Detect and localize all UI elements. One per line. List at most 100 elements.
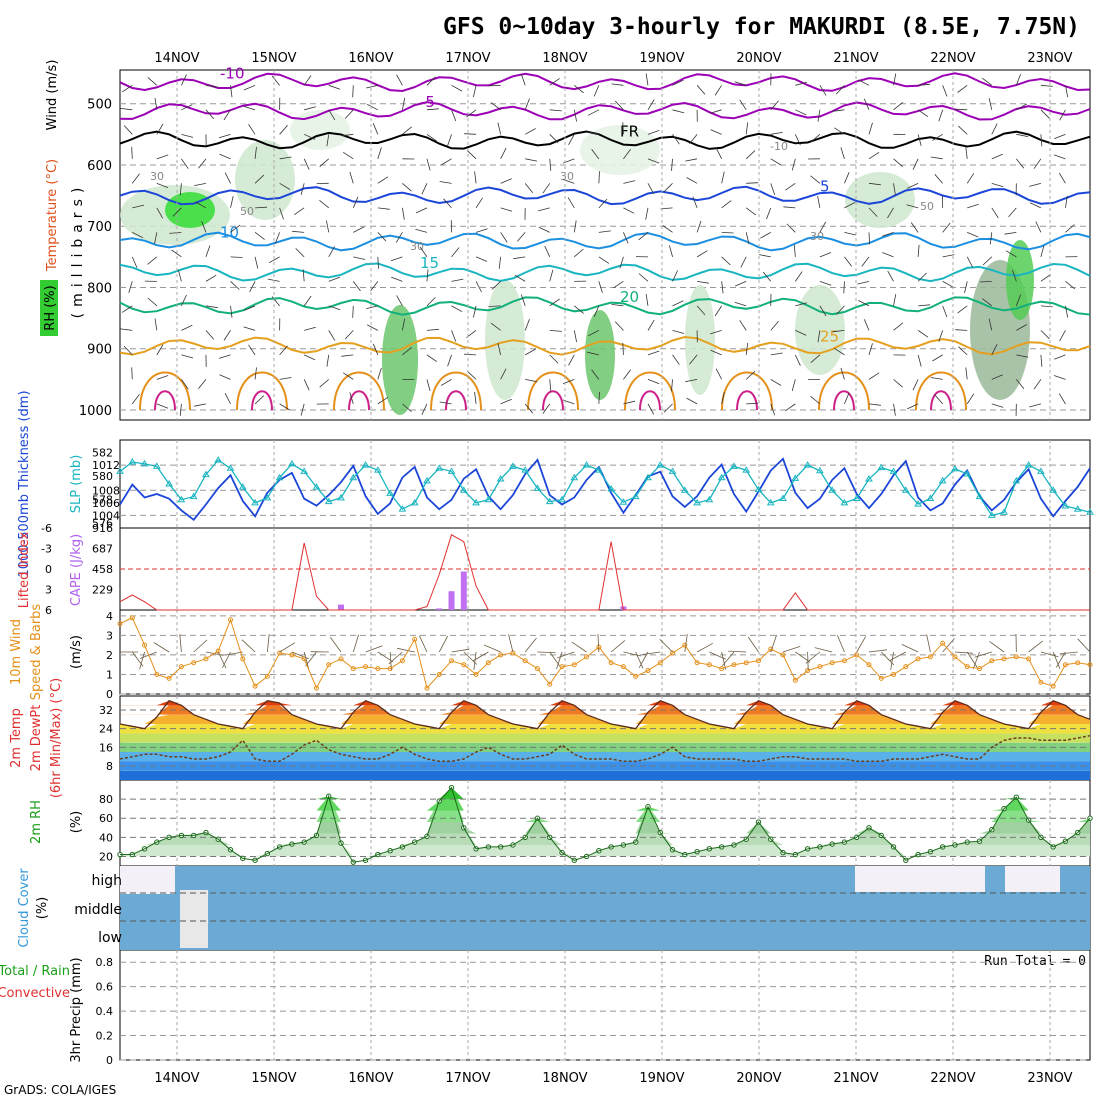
wind-barb xyxy=(863,98,870,110)
wind-barb xyxy=(300,183,305,196)
precip-tick: 0.6 xyxy=(96,981,114,994)
wind-units-label: (m/s) xyxy=(69,635,84,669)
wind-barb xyxy=(328,84,341,90)
wind-barb xyxy=(573,330,577,343)
wind-barb-10m xyxy=(901,644,919,653)
wind-barb-10m xyxy=(1077,638,1091,653)
dewpoint-line xyxy=(119,734,1091,763)
slp-marker xyxy=(570,473,579,481)
wind-barb xyxy=(917,244,920,257)
wind-barb xyxy=(593,305,600,318)
wind-speed-point xyxy=(940,640,946,646)
wind-barb xyxy=(795,329,807,336)
wind-barb xyxy=(464,133,477,135)
wind-barb xyxy=(303,158,310,170)
wind-barb-10m xyxy=(279,642,296,653)
wind-barb xyxy=(721,171,725,184)
wind-speed-point xyxy=(117,621,123,627)
wind-barb xyxy=(1029,202,1042,209)
wind-barb xyxy=(328,246,335,258)
li-tick: 0 xyxy=(45,563,52,576)
wind-speed-point xyxy=(891,671,897,677)
wind-barb xyxy=(421,403,428,415)
wind-barb xyxy=(295,248,305,258)
wind-barb xyxy=(672,270,678,282)
wind-barb-10m xyxy=(814,647,833,653)
hot-contour xyxy=(639,390,661,411)
isotherm-label: -10 xyxy=(220,64,245,82)
rh-tick: 20 xyxy=(99,850,113,863)
wind-barb-10m xyxy=(890,651,894,670)
wind-barb xyxy=(488,305,501,307)
cloud-cover-label: Cloud Cover xyxy=(17,868,32,948)
wind-barb-10m xyxy=(926,634,931,653)
wind-barb-10m xyxy=(153,642,170,653)
wind-barb xyxy=(514,274,526,282)
slp-marker xyxy=(533,484,542,491)
slp-marker xyxy=(963,469,972,477)
wind-barb xyxy=(396,74,403,86)
slp-marker xyxy=(607,485,616,492)
precip-axis-label: 3hr Precip (mm) xyxy=(69,957,84,1062)
wind-barb xyxy=(179,183,182,196)
wind-barb xyxy=(292,230,305,233)
wind-barb xyxy=(353,226,365,233)
wind-barb xyxy=(958,346,968,356)
pressure-tick: 700 xyxy=(87,220,112,235)
bottom-date-label: 15NOV xyxy=(251,1071,296,1086)
cape-tick: 687 xyxy=(92,543,113,556)
wind-barb xyxy=(402,207,405,220)
wind-barb xyxy=(402,183,412,192)
slp-marker xyxy=(828,486,837,493)
wind-barb xyxy=(762,271,772,282)
wind-barb-10m xyxy=(473,651,477,670)
wind-barb xyxy=(573,220,577,233)
wind-barb xyxy=(817,109,821,122)
wind-barb xyxy=(721,231,734,234)
wind-barb xyxy=(958,125,968,135)
wind-barb xyxy=(622,342,624,355)
precip-tick: 0.8 xyxy=(96,956,114,969)
slp-marker xyxy=(238,483,247,490)
wind-barb xyxy=(857,280,870,285)
temp-tick: 16 xyxy=(99,741,113,754)
slp-marker xyxy=(742,466,751,473)
wind-axis-label: Wind (m/s) xyxy=(45,60,60,131)
wind-barb xyxy=(544,245,551,258)
wind-barb xyxy=(844,256,853,267)
wind-barb xyxy=(868,372,880,380)
wind-barb-10m xyxy=(748,636,759,653)
wind-barb xyxy=(794,354,801,366)
wind-barb xyxy=(786,223,796,233)
isotherm-label: 5 xyxy=(820,178,830,196)
thickness-axis-label: 1000-500mb Thickness (dm) xyxy=(17,390,32,577)
wind-barb xyxy=(475,256,488,262)
top-date-label: 21NOV xyxy=(833,51,878,66)
wind-barb xyxy=(721,281,724,294)
wind-barb xyxy=(593,85,600,97)
wind-speed-point xyxy=(903,664,909,670)
wind-barb xyxy=(319,199,329,209)
wind-barb-10m xyxy=(389,651,392,671)
wind-speed-point xyxy=(719,666,725,672)
cloud-clear-high xyxy=(1005,866,1060,892)
top-date-label: 19NOV xyxy=(639,51,684,66)
slp-marker xyxy=(680,486,689,493)
slp-marker xyxy=(226,464,235,471)
wind-barb xyxy=(500,147,507,160)
wind-speed-point xyxy=(817,664,823,670)
lifted-index-line xyxy=(119,534,1090,611)
wind-barb xyxy=(574,248,584,258)
wind-barb xyxy=(326,134,330,147)
wind-barb xyxy=(982,256,993,266)
wind-barb xyxy=(525,158,538,162)
rh-shading xyxy=(585,310,615,400)
wind-speed-point xyxy=(264,673,270,679)
wind-barb xyxy=(279,345,288,356)
wind-barb xyxy=(219,153,231,160)
wind-barb xyxy=(181,158,189,169)
wind-barb-10m xyxy=(483,644,501,653)
wind-barb xyxy=(367,324,379,331)
wind-barb xyxy=(697,280,709,284)
wind-barb xyxy=(906,204,919,209)
